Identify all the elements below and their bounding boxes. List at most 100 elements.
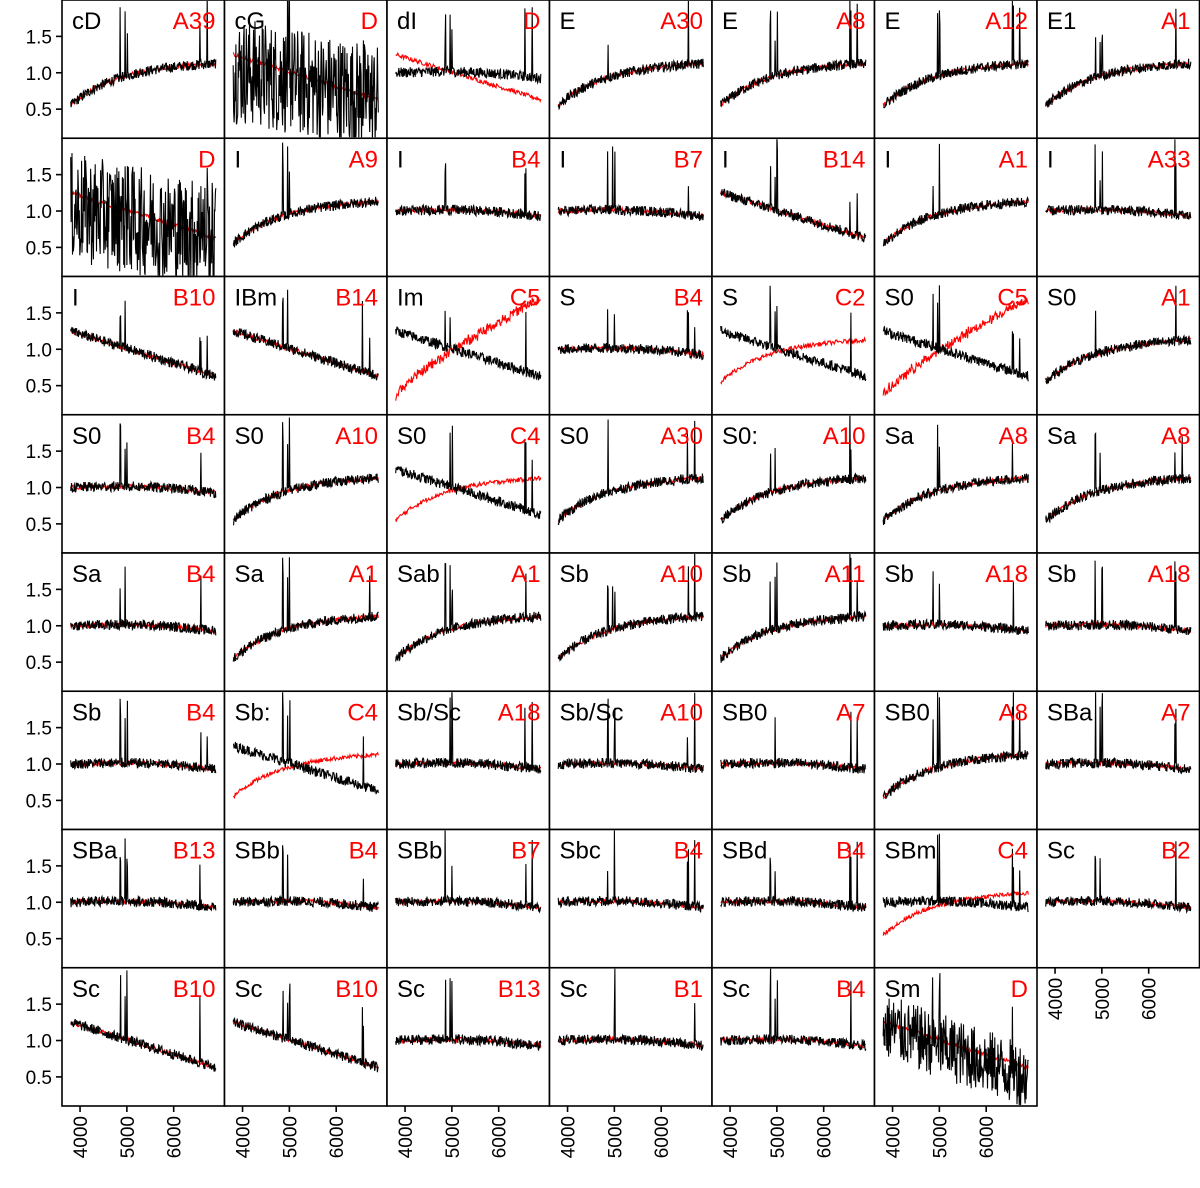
- morph-type-label: Sc: [1047, 838, 1075, 865]
- x-axis: 4000 5000 6000 4000 5000 6000 4000 5000 6000 4000…: [71, 967, 1161, 1158]
- observed-spectrum-line: [882, 424, 1029, 525]
- template-label: A18: [1148, 561, 1191, 588]
- morph-type-label: Sa: [1047, 423, 1077, 450]
- observed-spectrum-line: [720, 415, 867, 524]
- spectrum-panel: cD A39: [61, 0, 226, 140]
- morph-type-label: Sb:: [235, 699, 271, 726]
- spectrum-panel: Sa A8: [1036, 413, 1200, 554]
- morph-type-label: SBb: [397, 838, 442, 865]
- template-label: B1: [674, 976, 703, 1003]
- spectrum-panel: I A1: [873, 137, 1038, 278]
- x-tick-label: 6000: [815, 1116, 836, 1158]
- spectrum-panel: E A8: [711, 0, 876, 140]
- observed-spectrum-line: [720, 1, 867, 107]
- spectrum-panel: Sc B2: [1036, 828, 1200, 969]
- spectrum-panel: Sa A8: [873, 413, 1038, 554]
- morph-type-label: I: [560, 146, 567, 173]
- template-spectrum-line: [882, 1021, 1029, 1071]
- panel-frame: [873, 275, 1038, 416]
- template-label: B10: [173, 285, 216, 312]
- panel-frame: [711, 413, 876, 554]
- template-label: C4: [997, 838, 1028, 865]
- x-tick-label: 6000: [652, 1116, 673, 1158]
- observed-spectrum-line: [557, 309, 704, 361]
- x-tick-label: 6000: [165, 1116, 186, 1158]
- observed-spectrum-line: [720, 285, 867, 382]
- x-tick-label: 6000: [1140, 978, 1161, 1020]
- morph-type-label: I: [397, 146, 404, 173]
- x-tick-label: 4000: [71, 1116, 92, 1158]
- template-label: C2: [835, 285, 866, 312]
- spectrum-panel: Sa B4: [61, 552, 226, 693]
- observed-spectrum-line: [883, 1, 1029, 109]
- morph-type-label: Sb: [1047, 561, 1076, 588]
- observed-spectrum-line: [882, 692, 1029, 799]
- template-label: B10: [335, 976, 378, 1003]
- x-tick-label: 4000: [1046, 978, 1067, 1020]
- spectrum-panel: Sc B13: [386, 966, 551, 1107]
- observed-spectrum-line: [395, 7, 542, 85]
- spectrum-panel: Sc B1: [548, 966, 713, 1107]
- morph-type-label: cD: [72, 8, 101, 35]
- template-label: A1: [1161, 8, 1190, 35]
- spectrum-panel: E A12: [873, 0, 1038, 140]
- morph-type-label: I: [72, 285, 79, 312]
- template-label: A8: [999, 423, 1028, 450]
- template-label: A8: [999, 699, 1028, 726]
- panel-frame: [223, 275, 388, 416]
- spectrum-panel: S0 B4: [61, 413, 226, 554]
- observed-spectrum-line: [70, 423, 217, 499]
- x-tick-label: 5000: [280, 1116, 301, 1158]
- spectrum-panel: IBm B14: [223, 275, 388, 416]
- observed-spectrum-line: [232, 289, 379, 381]
- x-tick-label: 6000: [977, 1116, 998, 1158]
- morph-type-label: S0: [885, 285, 914, 312]
- morph-type-label: Sc: [235, 976, 263, 1003]
- template-label: C5: [510, 285, 541, 312]
- observed-spectrum-line: [720, 139, 867, 243]
- spectrum-panel: E A30: [548, 0, 713, 140]
- observed-spectrum-line: [1045, 431, 1192, 524]
- template-label: B4: [186, 561, 215, 588]
- panel-frame: [223, 690, 388, 831]
- y-tick-label: 0.5: [26, 377, 52, 398]
- template-label: B4: [674, 285, 703, 312]
- y-tick-label: 0.5: [26, 238, 52, 259]
- observed-spectrum-line: [70, 1, 217, 108]
- y-tick-label: 1.0: [26, 340, 52, 361]
- observed-spectrum-line: [882, 571, 1029, 635]
- observed-spectrum-line: [395, 692, 542, 774]
- panel-frame: [386, 552, 551, 693]
- template-label: A10: [823, 423, 866, 450]
- observed-spectrum-line: [882, 973, 1029, 1105]
- x-tick-label: 6000: [327, 1116, 348, 1158]
- spectrum-panel: Sa A1: [223, 552, 388, 693]
- panel-frame: [223, 966, 388, 1107]
- y-tick-label: 0.5: [26, 100, 52, 121]
- template-spectrum-line: [882, 297, 1029, 397]
- observed-spectrum-line: [557, 419, 704, 525]
- morph-type-label: SBd: [722, 838, 767, 865]
- template-label: A33: [1148, 146, 1191, 173]
- morph-type-label: cG: [235, 8, 266, 35]
- observed-spectrum-line: [557, 830, 704, 913]
- observed-spectrum-line: [1045, 285, 1192, 385]
- template-label: D: [523, 8, 540, 35]
- spectrum-panel: S C2: [711, 275, 876, 416]
- template-spectrum-line: [395, 51, 542, 104]
- morph-type-label: SBa: [72, 838, 118, 865]
- spectrum-panel: Im C5: [386, 275, 551, 416]
- spectrum-panel: cG D: [223, 0, 388, 140]
- observed-spectrum-line: [233, 417, 379, 526]
- x-tick-label: 5000: [118, 1116, 139, 1158]
- template-label: B13: [498, 976, 541, 1003]
- observed-spectrum-line: [395, 163, 542, 221]
- spectrum-panel: SBa B13: [61, 828, 226, 969]
- observed-spectrum-line: [70, 300, 217, 381]
- y-tick-label: 1.5: [26, 27, 52, 48]
- observed-spectrum-line: [232, 845, 379, 912]
- x-tick-label: 4000: [884, 1116, 905, 1158]
- template-label: A1: [1161, 285, 1190, 312]
- y-tick-label: 1.5: [26, 304, 52, 325]
